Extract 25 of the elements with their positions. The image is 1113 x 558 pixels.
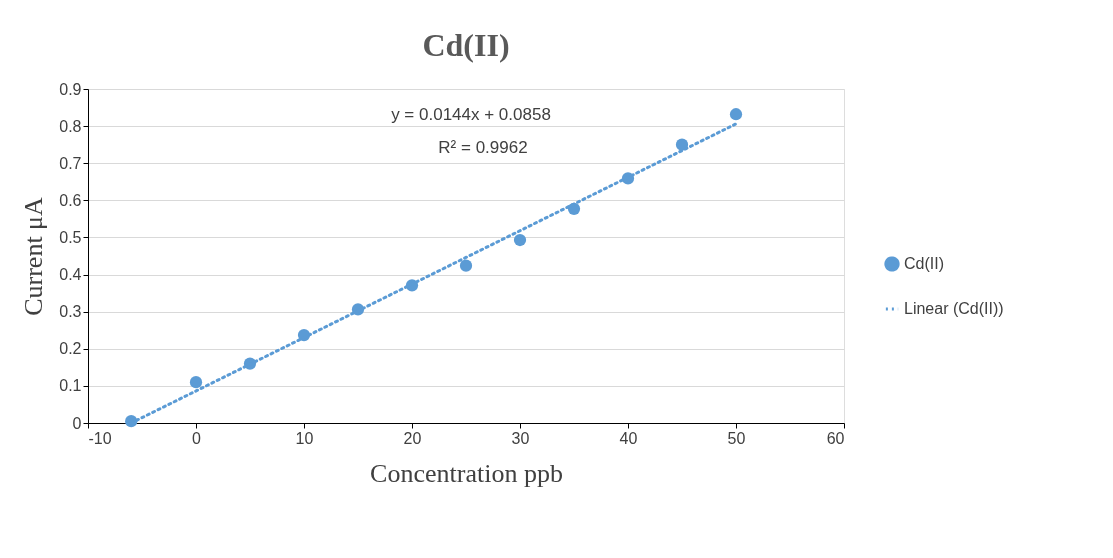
y-tick-label: 0.1 xyxy=(59,377,82,395)
x-tick-label: 10 xyxy=(295,429,314,447)
x-tick-label: 50 xyxy=(727,429,746,447)
x-axis-title: Concentration ppb xyxy=(370,458,563,488)
y-tick-label: 0.9 xyxy=(59,80,82,98)
y-tick-label: 0.6 xyxy=(59,191,82,209)
legend-label: Linear (Cd(II)) xyxy=(904,300,1004,317)
annotation: y = 0.0144x + 0.0858 xyxy=(391,105,551,124)
y-tick-label: 0.2 xyxy=(59,340,82,358)
chart-title: Cd(II) xyxy=(422,27,510,63)
y-tick-label: 0.3 xyxy=(59,303,82,321)
x-tick-label: -10 xyxy=(88,429,112,447)
y-axis-title: Current μA xyxy=(19,196,49,316)
x-tick-label: 30 xyxy=(511,429,530,447)
y-tick-label: 0.8 xyxy=(59,117,82,135)
y-tick-label: 0 xyxy=(72,414,82,432)
x-tick-label: 0 xyxy=(192,429,202,447)
x-tick-label: 20 xyxy=(403,429,422,447)
x-tick-label: 40 xyxy=(619,429,638,447)
y-tick-label: 0.5 xyxy=(59,228,82,246)
y-tick-label: 0.7 xyxy=(59,154,82,172)
annotation: R² = 0.9962 xyxy=(438,138,528,157)
legend-label: Cd(II) xyxy=(904,255,944,272)
x-tick-label: 60 xyxy=(826,429,845,447)
y-tick-label: 0.4 xyxy=(59,266,82,284)
